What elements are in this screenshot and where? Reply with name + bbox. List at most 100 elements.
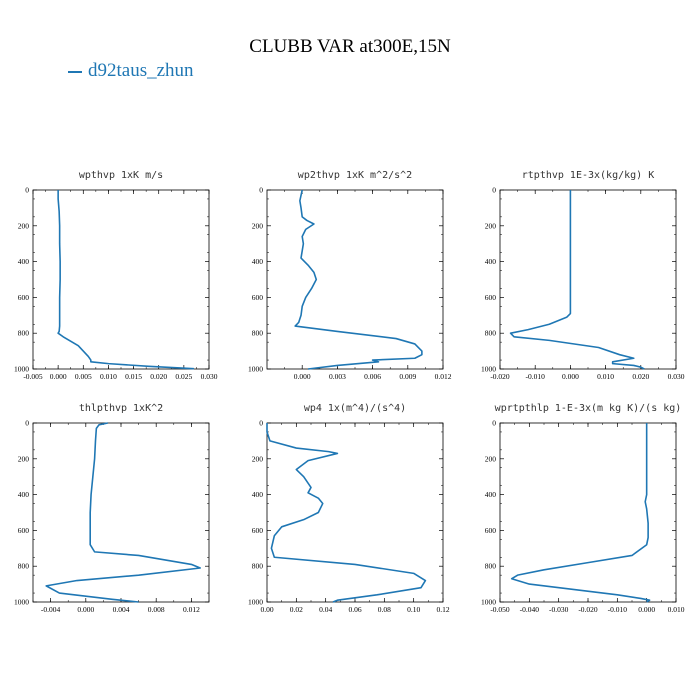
x-tick-label: -0.020 (490, 372, 510, 381)
x-tick-label: 0.010 (100, 372, 117, 381)
x-tick-label: -0.010 (526, 372, 546, 381)
x-tick-label: -0.010 (608, 605, 628, 614)
plot-frame (499, 189, 677, 370)
y-tick-label: 1000 (14, 598, 29, 607)
chart-panel-4: thlpthvp 1xK^2 0 200 400 600 800 1000 -0.004 0.0… (14, 403, 210, 614)
y-tick-label: 600 (18, 293, 30, 302)
chart-title: rtpthvp 1E-3x(kg/kg) K (522, 170, 654, 181)
chart-title: wpthvp 1xK m/s (79, 170, 163, 181)
plot-frame (499, 422, 677, 603)
x-tick-label: 0.020 (150, 372, 167, 381)
x-tick-label: 0.020 (632, 372, 649, 381)
y-tick-label: 0 (25, 186, 29, 195)
y-tick-label: 800 (18, 329, 30, 338)
series-line (57, 190, 194, 370)
x-tick-label: 0.030 (668, 372, 685, 381)
legend: d92taus_zhun (68, 60, 194, 82)
y-tick-label: 0 (492, 186, 496, 195)
x-tick-label: 0.04 (319, 605, 332, 614)
x-tick-label: 0.005 (75, 372, 92, 381)
chart-title: wp4 1x(m^4)/(s^4) (304, 403, 406, 414)
x-tick-label: 0.006 (364, 372, 381, 381)
y-tick-label: 200 (18, 221, 30, 230)
y-tick-label: 400 (252, 490, 264, 499)
x-tick-label: 0.12 (436, 605, 449, 614)
x-tick-label: 0.004 (113, 605, 130, 614)
y-tick-label: 400 (18, 257, 30, 266)
x-tick-label: 0.06 (348, 605, 361, 614)
x-tick-label: -0.005 (23, 372, 43, 381)
y-tick-label: 600 (18, 526, 30, 535)
y-tick-label: 0 (25, 419, 29, 428)
x-tick-label: 0.000 (562, 372, 579, 381)
chart-title: wprtpthlp 1-E-3x(m kg K)/(s kg) (495, 403, 682, 414)
y-tick-label: 800 (252, 329, 264, 338)
series-line (294, 189, 423, 370)
series-line (509, 190, 645, 370)
x-tick-label: 0.010 (668, 605, 685, 614)
x-tick-label: 0.00 (260, 605, 273, 614)
x-tick-label: 0.08 (378, 605, 391, 614)
x-tick-label: 0.015 (125, 372, 142, 381)
figure-title: CLUBB VAR at300E,15N (249, 36, 451, 57)
x-tick-label: 0.008 (148, 605, 165, 614)
chart-title: wp2thvp 1xK m^2/s^2 (298, 170, 412, 181)
chart-panel-1: wpthvp 1xK m/s 0 200 400 600 800 1000-0.005 0.0… (14, 170, 218, 381)
y-tick-label: 400 (18, 490, 30, 499)
x-tick-label: 0.025 (175, 372, 192, 381)
y-tick-label: 400 (252, 257, 264, 266)
y-tick-label: 800 (485, 562, 497, 571)
y-tick-label: 400 (485, 257, 497, 266)
legend-label: d92taus_zhun (88, 60, 194, 81)
x-tick-label: 0.012 (435, 372, 452, 381)
x-tick-label: 0.000 (294, 372, 311, 381)
x-tick-label: 0.030 (201, 372, 218, 381)
y-tick-label: 200 (485, 221, 497, 230)
y-tick-label: 400 (485, 490, 497, 499)
x-tick-label: -0.030 (549, 605, 569, 614)
y-tick-label: 0 (259, 186, 263, 195)
x-tick-label: 0.000 (77, 605, 94, 614)
y-tick-label: 600 (485, 526, 497, 535)
y-tick-label: 0 (492, 419, 496, 428)
plot-frame (266, 189, 444, 370)
chart-panel-3: rtpthvp 1E-3x(kg/kg) K02004006008001000-… (481, 170, 685, 381)
legend-swatch (68, 70, 82, 73)
x-tick-label: -0.050 (490, 605, 510, 614)
x-tick-label: 0.012 (183, 605, 200, 614)
y-tick-label: 1000 (481, 365, 496, 374)
plot-frame (32, 422, 210, 603)
x-tick-label: 0.000 (50, 372, 67, 381)
x-tick-label: 0.000 (638, 605, 655, 614)
y-tick-label: 800 (485, 329, 497, 338)
x-tick-label: 0.003 (329, 372, 346, 381)
series-line (266, 423, 427, 603)
x-tick-label: 0.010 (597, 372, 614, 381)
series-line (510, 423, 651, 603)
y-tick-label: 600 (485, 293, 497, 302)
series-line (45, 422, 201, 603)
y-tick-label: 1000 (14, 365, 29, 374)
x-tick-label: 0.02 (290, 605, 303, 614)
y-tick-label: 1000 (248, 598, 263, 607)
chart-panel-2: wp2thvp 1xK m^2/s^2 0 200 400 600 800 1000 0.00… (248, 170, 452, 381)
y-tick-label: 200 (252, 221, 264, 230)
y-tick-label: 800 (252, 562, 264, 571)
y-tick-label: 1000 (481, 598, 496, 607)
chart-title: thlpthvp 1xK^2 (79, 403, 163, 414)
x-tick-label: -0.020 (578, 605, 598, 614)
x-tick-label: 0.10 (407, 605, 420, 614)
x-tick-label: -0.004 (41, 605, 61, 614)
y-tick-label: 200 (485, 454, 497, 463)
x-tick-label: -0.040 (520, 605, 540, 614)
y-tick-label: 1000 (248, 365, 263, 374)
chart-panel-6: wprtpthlp 1-E-3x(m kg K)/(s kg) 0 200 400 60… (481, 403, 685, 614)
y-tick-label: 800 (18, 562, 30, 571)
y-tick-label: 600 (252, 526, 264, 535)
y-tick-label: 600 (252, 293, 264, 302)
y-tick-label: 0 (259, 419, 263, 428)
x-tick-label: 0.009 (399, 372, 416, 381)
y-tick-label: 200 (18, 454, 30, 463)
y-tick-label: 200 (252, 454, 264, 463)
